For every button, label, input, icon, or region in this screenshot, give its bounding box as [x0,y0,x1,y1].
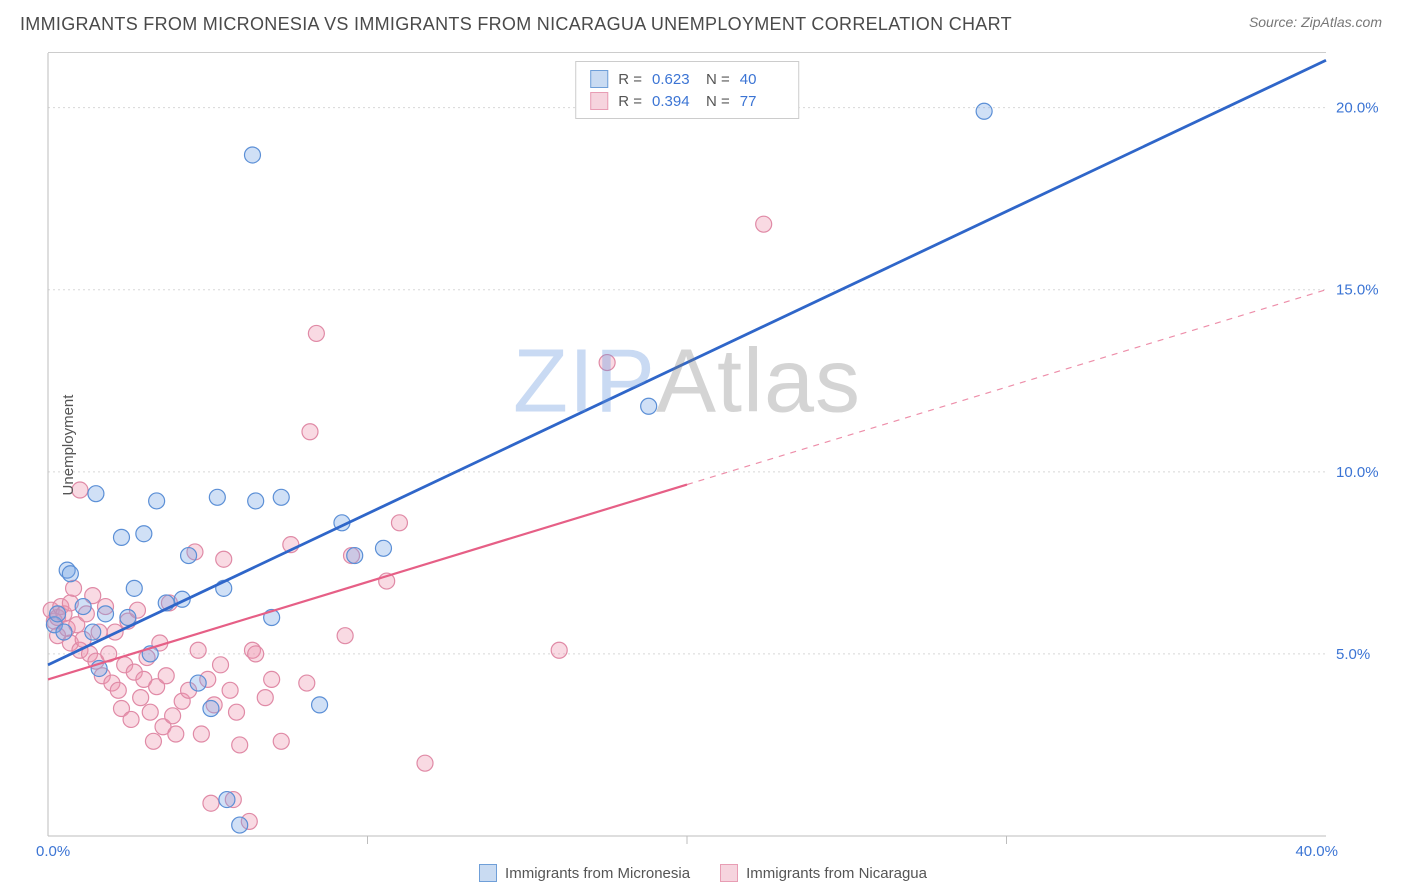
n-label: N = [706,71,730,88]
legend-row-nicaragua: R = 0.394 N = 77 [590,90,784,112]
r-label: R = [618,71,642,88]
legend-label-micronesia: Immigrants from Micronesia [505,865,690,882]
x-tick-max: 40.0% [1295,843,1338,860]
svg-text:15.0%: 15.0% [1336,282,1379,299]
correlation-legend: R = 0.623 N = 40 R = 0.394 N = 77 [575,61,799,119]
legend-item-micronesia: Immigrants from Micronesia [479,864,690,882]
chart-title: IMMIGRANTS FROM MICRONESIA VS IMMIGRANTS… [20,14,1012,35]
swatch-micronesia [590,70,608,88]
series-legend: Immigrants from Micronesia Immigrants fr… [0,864,1406,882]
swatch-nicaragua-icon [720,864,738,882]
y-axis-label: Unemployment [60,394,77,495]
legend-row-micronesia: R = 0.623 N = 40 [590,68,784,90]
legend-item-nicaragua: Immigrants from Nicaragua [720,864,927,882]
r-value-micronesia: 0.623 [652,71,696,88]
chart-header: IMMIGRANTS FROM MICRONESIA VS IMMIGRANTS… [0,0,1406,39]
n-value-micronesia: 40 [740,71,784,88]
r-label: R = [618,93,642,110]
source-attribution: Source: ZipAtlas.com [1249,14,1382,30]
x-tick-min: 0.0% [36,843,70,860]
legend-label-nicaragua: Immigrants from Nicaragua [746,865,927,882]
swatch-nicaragua [590,92,608,110]
n-label: N = [706,93,730,110]
r-value-nicaragua: 0.394 [652,93,696,110]
chart-container: Unemployment ZIPAtlas 5.0%10.0%15.0%20.0… [48,52,1326,836]
swatch-micronesia-icon [479,864,497,882]
svg-text:10.0%: 10.0% [1336,464,1379,481]
svg-text:5.0%: 5.0% [1336,646,1370,663]
svg-text:20.0%: 20.0% [1336,100,1379,117]
n-value-nicaragua: 77 [740,93,784,110]
scatter-plot: 5.0%10.0%15.0%20.0% [48,53,1326,836]
